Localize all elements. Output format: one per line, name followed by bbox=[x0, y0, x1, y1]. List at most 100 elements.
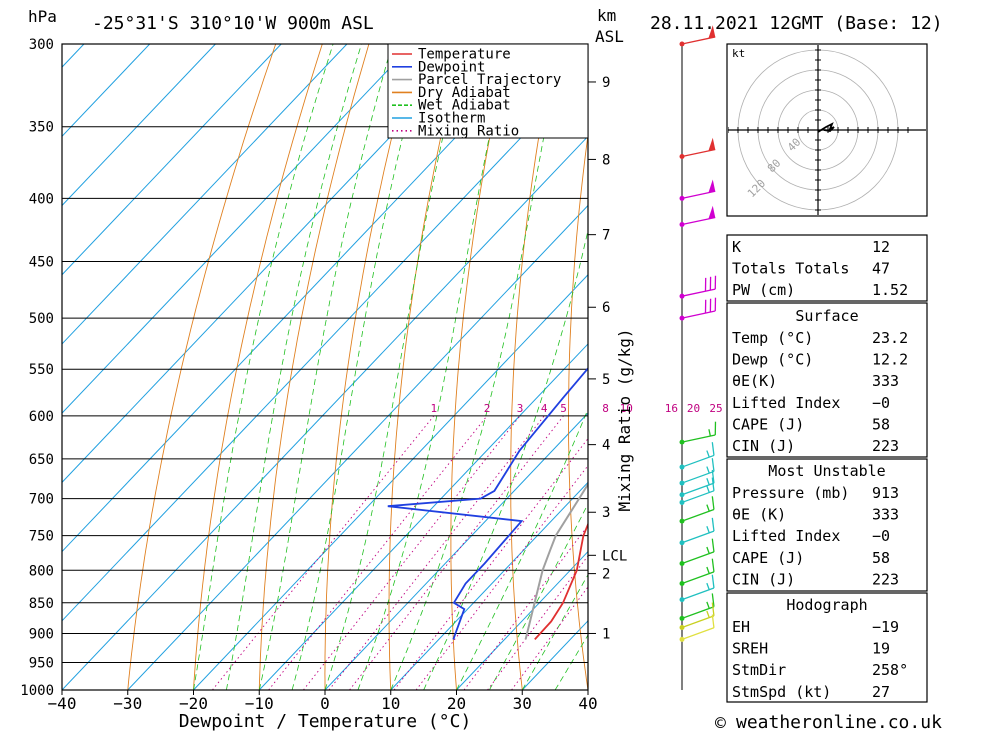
index-value: 19 bbox=[872, 640, 890, 658]
index-label: CIN (J) bbox=[732, 570, 795, 588]
legend-entry: Mixing Ratio bbox=[418, 123, 519, 139]
wind-barb bbox=[680, 138, 716, 159]
pressure-tick-label: 600 bbox=[29, 409, 54, 425]
most-unstable-title: Most Unstable bbox=[768, 462, 885, 480]
wind-barb bbox=[680, 298, 716, 321]
wind-barb-staff bbox=[682, 628, 714, 640]
wind-barb-half-feather bbox=[707, 505, 709, 512]
dry-adiabat-line bbox=[975, 44, 1000, 690]
pressure-tick-label: 850 bbox=[29, 596, 54, 612]
isotherm-line bbox=[0, 44, 150, 690]
wind-barb-feather bbox=[712, 539, 714, 552]
pressure-unit-label: hPa bbox=[28, 7, 57, 26]
index-value: −0 bbox=[872, 527, 890, 545]
mixing-ratio-label: 8 bbox=[602, 402, 609, 415]
wind-barb-half-feather bbox=[707, 478, 709, 485]
wind-barb bbox=[680, 422, 716, 445]
wind-barb-feather bbox=[712, 442, 714, 455]
height-tick-label: 2 bbox=[602, 567, 610, 583]
mixing-ratio-axis-label: Mixing Ratio (g/kg) bbox=[615, 328, 634, 511]
index-value: 258° bbox=[872, 661, 908, 679]
mixing-ratio-label: 25 bbox=[709, 402, 722, 415]
mixing-ratio-line bbox=[269, 416, 487, 690]
wind-barb-feather bbox=[712, 559, 714, 572]
wind-barb-half-feather bbox=[707, 602, 709, 609]
x-tick-label: 40 bbox=[578, 694, 597, 713]
wind-barb bbox=[680, 575, 714, 602]
pressure-tick-label: 650 bbox=[29, 452, 54, 468]
wet-adiabat-line bbox=[358, 44, 509, 690]
index-value: 12.2 bbox=[872, 351, 908, 369]
wind-barb-staff bbox=[682, 149, 715, 156]
wind-barb-feather bbox=[712, 496, 714, 509]
height-tick-label: 5 bbox=[602, 372, 610, 388]
height-tick-label: 1 bbox=[602, 626, 610, 642]
index-label: Totals Totals bbox=[732, 260, 849, 278]
wind-barb bbox=[680, 206, 716, 227]
hodograph-box-title: Hodograph bbox=[786, 596, 867, 614]
index-value: −0 bbox=[872, 394, 890, 412]
index-value: 223 bbox=[872, 437, 899, 455]
height-tick-label: 8 bbox=[602, 152, 610, 168]
wind-barb-pennant bbox=[708, 206, 715, 219]
wind-barb bbox=[680, 615, 714, 642]
mixing-ratio-label: 1 bbox=[430, 402, 437, 415]
index-label: K bbox=[732, 238, 741, 256]
mixing-ratio-label: 20 bbox=[687, 402, 700, 415]
mixing-ratio-line bbox=[303, 416, 520, 690]
mixing-ratio-line bbox=[350, 416, 564, 690]
wind-barb-half-feather bbox=[707, 547, 709, 554]
isotherm-line bbox=[194, 44, 808, 690]
wet-adiabat-line bbox=[259, 44, 392, 690]
index-label: CAPE (J) bbox=[732, 549, 804, 567]
surface-title: Surface bbox=[795, 307, 858, 325]
wet-adiabat-line bbox=[292, 44, 426, 690]
pressure-axis: 3003504004505005506006507007508008509009… bbox=[20, 37, 54, 699]
mixing-ratio-label: 2 bbox=[484, 402, 491, 415]
wind-barb bbox=[680, 180, 716, 201]
x-tick-label: 30 bbox=[513, 694, 532, 713]
x-tick-label: −40 bbox=[48, 694, 77, 713]
index-label: Dewp (°C) bbox=[732, 351, 813, 369]
wind-barb-half-feather bbox=[707, 526, 709, 533]
footer-site: weatheronline.co.uk bbox=[736, 712, 942, 733]
wind-barb-half-feather bbox=[707, 611, 709, 618]
index-value: 58 bbox=[872, 415, 890, 433]
index-label: Pressure (mb) bbox=[732, 484, 849, 502]
mixing-ratio-label: 16 bbox=[665, 402, 678, 415]
pressure-tick-label: 500 bbox=[29, 311, 54, 327]
pressure-tick-label: 900 bbox=[29, 626, 54, 642]
pressure-tick-label: 450 bbox=[29, 255, 54, 271]
index-label: θE(K) bbox=[732, 372, 777, 390]
wind-barb-half-feather bbox=[707, 451, 709, 458]
index-value: 47 bbox=[872, 260, 890, 278]
wind-barb-staff bbox=[682, 552, 714, 564]
x-axis-label: Dewpoint / Temperature (°C) bbox=[179, 711, 472, 732]
height-tick-label: 9 bbox=[602, 75, 610, 91]
height-tick-label: 4 bbox=[602, 438, 610, 454]
wet-adiabat-line bbox=[194, 44, 334, 690]
wind-barb-half-feather bbox=[707, 467, 709, 474]
height-tick-label: LCL bbox=[602, 548, 627, 564]
asl-label: ASL bbox=[595, 27, 624, 46]
location-title: -25°31'S 310°10'W 900m ASL bbox=[92, 13, 374, 34]
mixing-ratio-label: 3 bbox=[517, 402, 524, 415]
dry-adiabat-line bbox=[259, 44, 369, 690]
isotherm-line bbox=[0, 44, 610, 690]
mixing-ratio-label: 5 bbox=[560, 402, 567, 415]
wind-barb-half-feather bbox=[709, 429, 710, 436]
wind-barb-staff bbox=[682, 588, 714, 600]
wind-barb-half-feather bbox=[707, 486, 709, 493]
mixing-ratio-line bbox=[212, 416, 433, 690]
wind-barb-staff bbox=[682, 311, 715, 318]
wind-barb-staff bbox=[682, 531, 714, 543]
wind-barb-staff bbox=[682, 217, 715, 224]
wind-barb-staff bbox=[682, 616, 714, 628]
height-tick-label: 6 bbox=[602, 300, 610, 316]
isobars bbox=[62, 44, 588, 690]
isotherm-line bbox=[0, 44, 544, 690]
